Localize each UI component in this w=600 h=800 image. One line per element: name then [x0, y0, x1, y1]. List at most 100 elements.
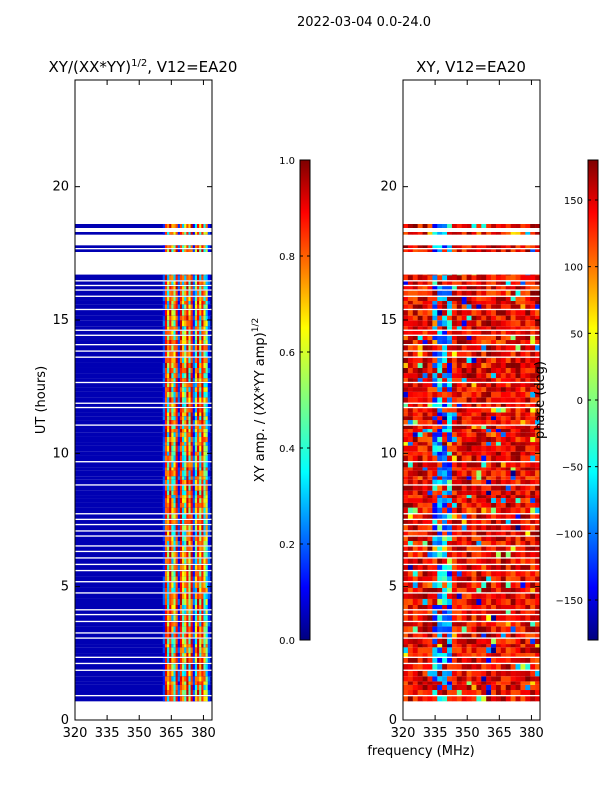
phase-cell [515, 502, 521, 508]
phase-cell [505, 587, 511, 593]
phase-cell [491, 403, 497, 407]
amplitude-cell [192, 514, 196, 519]
amplitude-cell [177, 408, 181, 413]
phase-cell [466, 455, 472, 462]
phase-cell [403, 576, 409, 582]
phase-cell [481, 696, 487, 702]
amplitude-cell [186, 558, 189, 564]
phase-cell [476, 249, 482, 252]
phase-cell [461, 467, 467, 471]
phase-cell [412, 622, 418, 627]
phase-cell [456, 498, 463, 503]
amplitude-cell [194, 445, 198, 452]
amplitude-cell [164, 326, 168, 330]
amplitude-cell [179, 507, 183, 514]
phase-cell [407, 604, 414, 610]
amplitude-cell [169, 670, 172, 677]
amplitude-cell [179, 330, 183, 335]
phase-cell [535, 274, 540, 276]
amplitude-cell [162, 565, 166, 570]
amplitude-cell [164, 647, 168, 654]
amplitude-cell [184, 565, 187, 570]
amplitude-cell [207, 290, 211, 296]
amplitude-cell [179, 281, 183, 285]
amplitude-cell [201, 367, 204, 374]
phase-cell [412, 455, 418, 462]
amplitude-cell [205, 315, 209, 321]
phase-cell [422, 657, 428, 663]
amplitude-cell [179, 664, 183, 670]
amplitude-cell [197, 536, 200, 542]
amplitude-cell [192, 479, 196, 485]
phase-cell [525, 330, 531, 335]
phase-cell [495, 696, 502, 702]
amplitude-cell [179, 351, 183, 357]
amplitude-cell [194, 593, 198, 599]
phase-cell [510, 425, 516, 429]
phase-cell [476, 598, 482, 605]
amplitude-cell [184, 436, 187, 443]
phase-cell [495, 546, 502, 551]
phase-cell [500, 391, 507, 398]
phase-cell [466, 546, 472, 551]
colorbar-tick-label: 150 [564, 196, 583, 207]
amplitude-cell [175, 416, 179, 421]
amplitude-cell [203, 416, 206, 421]
amplitude-cell [201, 351, 204, 357]
amplitude-cell [179, 383, 183, 388]
amplitude-cell [197, 552, 200, 558]
phase-cell [447, 330, 453, 335]
amplitude-cell [167, 310, 170, 316]
amplitude-cell [184, 684, 187, 691]
phase-cell [461, 495, 467, 499]
amplitude-cell [205, 462, 209, 468]
phase-cell [456, 274, 463, 281]
phase-cell [495, 281, 502, 285]
amplitude-cell [203, 626, 206, 633]
amplitude-cell [171, 416, 174, 421]
amplitude-cell [199, 696, 202, 702]
phase-cell [422, 644, 428, 648]
phase-cell [442, 408, 448, 413]
amplitude-cell [175, 507, 179, 514]
phase-cell [412, 525, 418, 531]
phase-cell [515, 428, 521, 433]
phase-cell [486, 432, 492, 437]
amplitude-cell [171, 397, 174, 403]
amplitude-cell [162, 378, 166, 382]
phase-cell [407, 541, 414, 546]
amplitude-cell [175, 676, 179, 682]
amplitude-cell [167, 408, 170, 413]
amplitude-cell [182, 428, 185, 433]
phase-cell [432, 378, 438, 382]
amplitude-cell [175, 232, 179, 235]
colorbar-tick-label: −100 [556, 529, 583, 540]
phase-cell [427, 300, 433, 305]
phase-cell [427, 383, 433, 388]
amplitude-cell [197, 420, 200, 425]
phase-cell [505, 373, 511, 379]
amplitude-row [75, 462, 212, 468]
amplitude-cell [188, 587, 191, 593]
phase-cell [442, 647, 448, 654]
phase-cell [525, 470, 531, 477]
amplitude-cell [175, 274, 179, 281]
phase-cell [466, 274, 472, 281]
amplitude-cell [203, 604, 206, 610]
phase-cell [476, 536, 482, 542]
phase-cell [461, 281, 467, 285]
amplitude-cell [192, 304, 196, 309]
amplitude-cell [182, 647, 185, 654]
amplitude-cell [203, 326, 206, 330]
amplitude-cell [184, 320, 187, 327]
phase-cell [407, 598, 414, 605]
x-tick-label: 320 [391, 726, 416, 741]
amplitude-cell [201, 520, 204, 524]
amplitude-cell [199, 274, 202, 276]
phase-cell [442, 315, 448, 321]
amplitude-cell [173, 498, 176, 503]
phase-cell [403, 514, 409, 519]
phase-cell [427, 558, 433, 564]
phase-cell [510, 320, 516, 327]
phase-cell [535, 498, 540, 503]
